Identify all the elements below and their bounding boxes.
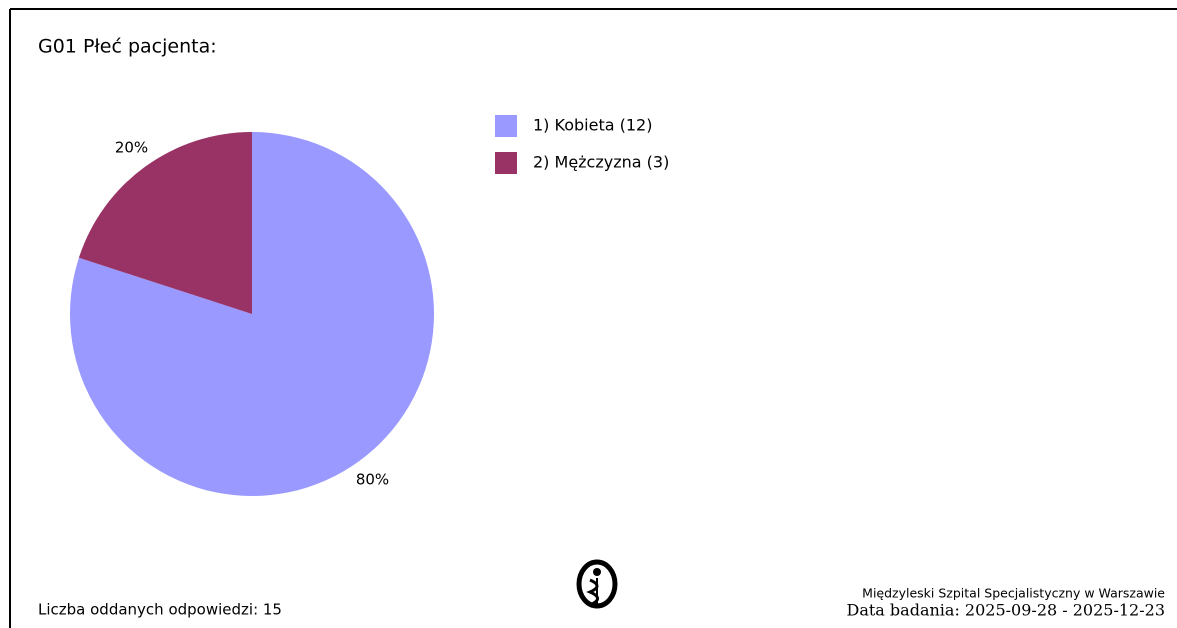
legend-label: 1) Kobieta (12) [533,116,652,135]
legend-swatch [495,115,517,137]
chart-title: G01 Płeć pacjenta: [38,36,217,58]
survey-dates: Data badania: 2025-09-28 - 2025-12-23 [847,601,1166,620]
pie-slice [78,132,252,314]
legend-label: 2) Mężczyzna (3) [533,153,669,172]
legend-swatch [495,152,517,174]
logo [576,559,618,609]
response-count: Liczba oddanych odpowiedzi: 15 [38,601,282,619]
data-label: 20% [115,139,148,157]
data-label: 80% [356,470,389,488]
hospital-name: Międzyleski Szpital Specjalistyczny w Wa… [862,586,1165,601]
